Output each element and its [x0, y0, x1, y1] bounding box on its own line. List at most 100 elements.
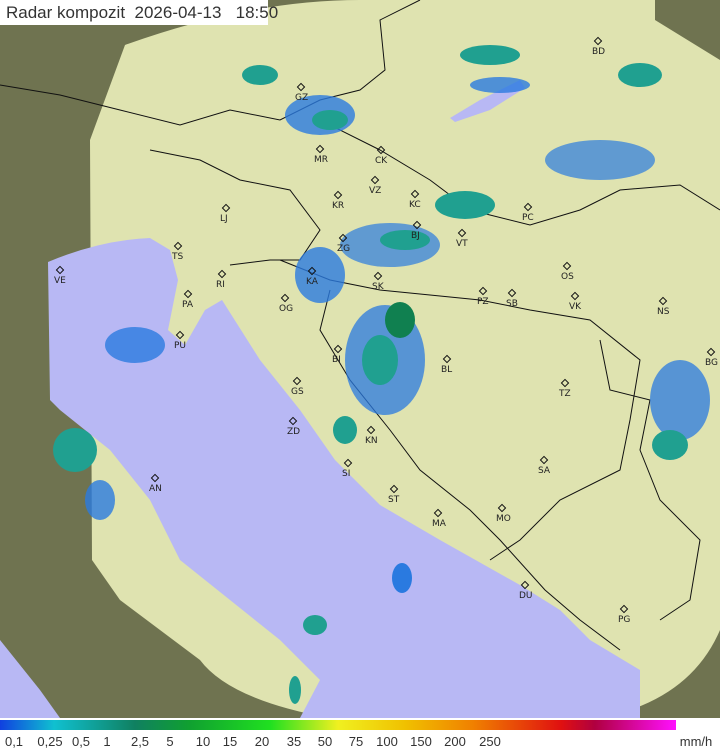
- city-marker-icon: [343, 458, 353, 468]
- city-label: MO: [496, 514, 511, 524]
- city-label: ST: [388, 495, 400, 505]
- city-label: RI: [216, 280, 225, 290]
- city-label: VZ: [369, 186, 381, 196]
- city-markers: GZ BD MR CK VZ KR KC LJ PC BJ VT ZG TS OS VE KA RI SK PZ SB…: [54, 36, 718, 625]
- city-marker-icon: [497, 503, 507, 513]
- legend-tick: 250: [479, 734, 501, 749]
- city-marker-icon: [593, 36, 603, 46]
- city-marker-icon: [410, 189, 420, 199]
- city-label: PC: [522, 213, 534, 223]
- city-marker-icon: [706, 347, 716, 357]
- city-label: MA: [432, 519, 447, 529]
- city-marker-icon: [539, 455, 549, 465]
- legend-tick: 10: [195, 734, 211, 749]
- city-marker-icon: [507, 288, 517, 298]
- city-label: CK: [375, 156, 388, 166]
- city-label: PZ: [477, 297, 489, 307]
- legend-ticks: 0,1 0,25 0,5 1 2,5 5 10 15 20 35 50 75 100 150 200 250 m…: [0, 734, 720, 751]
- legend-tick: 150: [410, 734, 432, 749]
- city-label: OS: [561, 272, 574, 282]
- precipitation-legend-bar: [0, 720, 676, 730]
- city-marker-icon: [217, 269, 227, 279]
- city-label: GZ: [295, 93, 308, 103]
- city-marker-icon: [520, 580, 530, 590]
- city-label: BD: [592, 47, 605, 57]
- legend-tick: 15: [222, 734, 238, 749]
- sea-southwest: [0, 640, 60, 718]
- city-label: PU: [174, 341, 186, 351]
- city-label: VK: [569, 302, 582, 312]
- city-marker-icon: [315, 144, 325, 154]
- city-marker-icon: [221, 203, 231, 213]
- city-label: MR: [314, 155, 328, 165]
- legend-tick: 5: [166, 734, 174, 749]
- city-marker-icon: [150, 473, 160, 483]
- city-label: KN: [365, 436, 378, 446]
- city-marker-icon: [288, 416, 298, 426]
- city-marker-icon: [562, 261, 572, 271]
- city-marker-icon: [619, 604, 629, 614]
- city-marker-icon: [307, 266, 317, 276]
- city-marker-icon: [457, 228, 467, 238]
- city-label: SI: [342, 469, 350, 479]
- city-label: VE: [54, 276, 66, 286]
- city-label: NS: [657, 307, 670, 317]
- city-marker-icon: [412, 220, 422, 230]
- legend-tick: 20: [254, 734, 270, 749]
- city-label: SA: [538, 466, 551, 476]
- legend-tick: 200: [444, 734, 466, 749]
- city-marker-icon: [442, 354, 452, 364]
- radar-map[interactable]: GZ BD MR CK VZ KR KC LJ PC BJ VT ZG TS OS VE KA RI SK PZ SB…: [0, 0, 720, 718]
- city-marker-icon: [570, 291, 580, 301]
- city-label: ZG: [337, 244, 350, 254]
- city-marker-icon: [333, 190, 343, 200]
- city-label: LJ: [220, 214, 228, 224]
- city-marker-icon: [338, 233, 348, 243]
- legend-tick: 35: [286, 734, 302, 749]
- city-marker-icon: [280, 293, 290, 303]
- borders: [0, 0, 720, 651]
- city-label: KR: [332, 201, 344, 211]
- legend-tick: 0,5: [71, 734, 91, 749]
- legend-unit: mm/h: [679, 734, 713, 749]
- city-marker-icon: [366, 425, 376, 435]
- city-marker-icon: [376, 145, 386, 155]
- city-label: TZ: [558, 389, 571, 399]
- radar-echoes: [53, 45, 710, 704]
- city-marker-icon: [523, 202, 533, 212]
- city-label: SB: [506, 299, 518, 309]
- city-marker-icon: [560, 378, 570, 388]
- legend-tick: 1: [103, 734, 111, 749]
- map-title: Radar kompozit 2026-04-13 18:50: [0, 0, 278, 25]
- city-marker-icon: [478, 286, 488, 296]
- city-marker-icon: [658, 296, 668, 306]
- city-marker-icon: [433, 508, 443, 518]
- legend-tick: 75: [348, 734, 364, 749]
- city-label: KA: [306, 277, 319, 287]
- city-label: AN: [149, 484, 162, 494]
- city-label: VT: [456, 239, 468, 249]
- city-marker-icon: [55, 265, 65, 275]
- legend-tick: 0,1: [4, 734, 24, 749]
- city-label: PG: [618, 615, 630, 625]
- city-label: SK: [372, 282, 385, 292]
- city-label: KC: [409, 200, 421, 210]
- city-marker-icon: [173, 241, 183, 251]
- city-marker-icon: [333, 344, 343, 354]
- city-label: BG: [705, 358, 718, 368]
- city-label: BL: [441, 365, 452, 375]
- city-marker-icon: [175, 330, 185, 340]
- city-label: DU: [519, 591, 533, 601]
- city-label: ZD: [287, 427, 300, 437]
- city-marker-icon: [296, 82, 306, 92]
- legend-tick: 100: [376, 734, 398, 749]
- city-marker-icon: [389, 484, 399, 494]
- city-label: TS: [171, 252, 183, 262]
- legend-tick: 0,25: [37, 734, 63, 749]
- city-label: OG: [279, 304, 293, 314]
- legend-tick: 50: [317, 734, 333, 749]
- city-marker-icon: [183, 289, 193, 299]
- city-label: BI: [332, 355, 341, 365]
- legend-tick: 2,5: [130, 734, 150, 749]
- city-marker-icon: [373, 271, 383, 281]
